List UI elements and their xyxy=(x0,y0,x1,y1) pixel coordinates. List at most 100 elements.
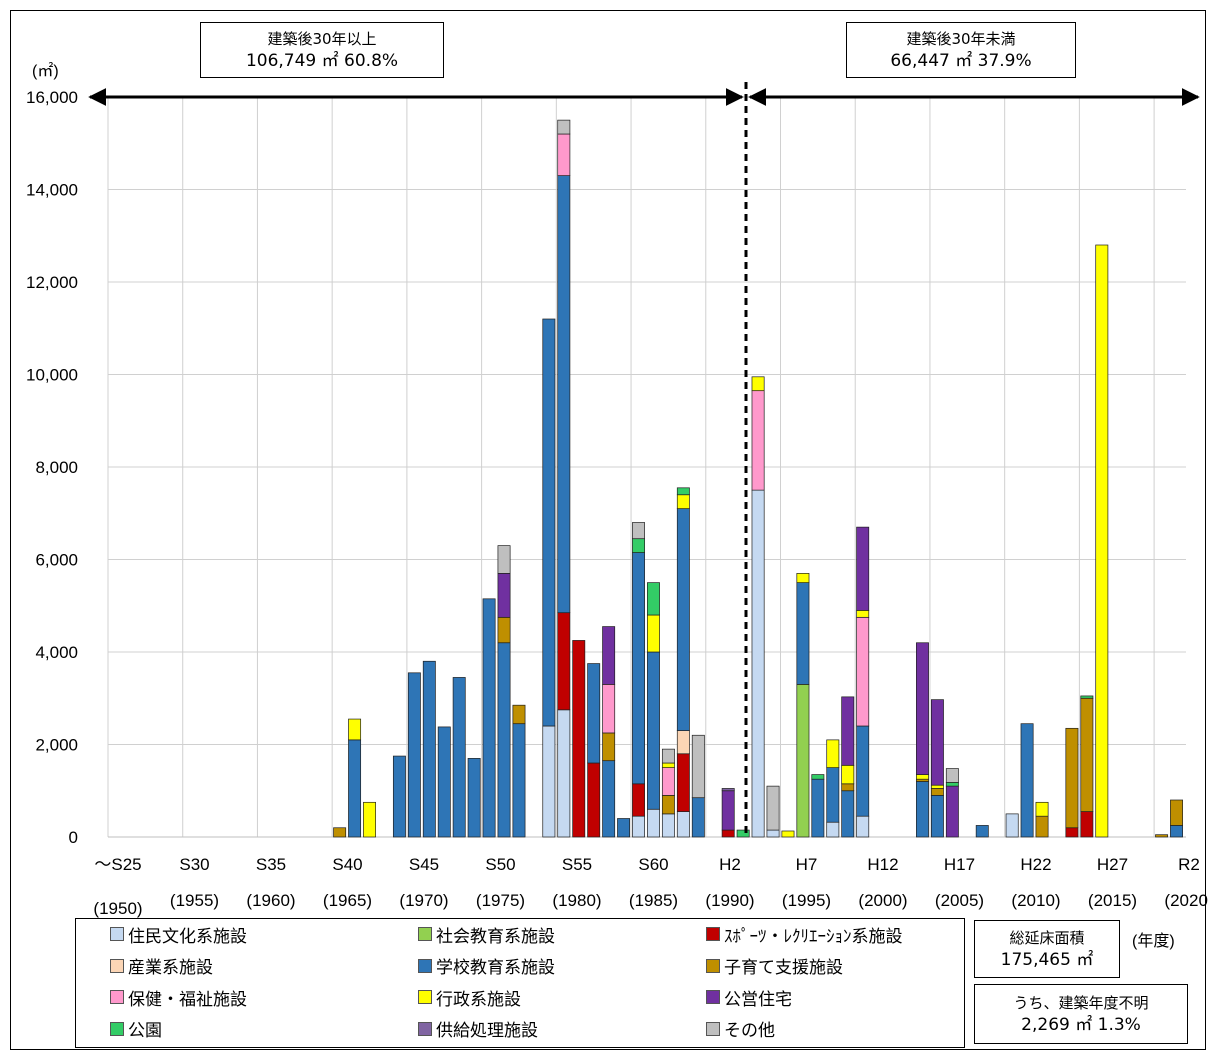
y-tick-label: 12,000 xyxy=(26,273,78,292)
bar-segment xyxy=(557,612,571,711)
bar-segment xyxy=(826,821,840,838)
x-tick-year: (2015) xyxy=(1088,891,1137,910)
period-arrows xyxy=(88,82,1200,837)
bar-segment xyxy=(647,651,660,810)
bar-segment xyxy=(333,827,347,838)
y-tick-label: 16,000 xyxy=(26,88,78,107)
bar-segment xyxy=(602,684,616,734)
bar-segment xyxy=(1080,811,1094,838)
x-tick-year: (1955) xyxy=(170,891,219,910)
bar-segment xyxy=(647,614,660,653)
bar-segment xyxy=(841,783,855,792)
bar-segment xyxy=(676,487,690,496)
bar-segment xyxy=(945,782,959,787)
bar-segment xyxy=(407,672,421,838)
bar-segment xyxy=(676,753,690,812)
bar-segment xyxy=(796,582,810,685)
x-tick-era: H12 xyxy=(867,855,898,874)
bars xyxy=(333,119,1183,838)
bar-segment xyxy=(602,626,616,685)
legend-swatch xyxy=(706,990,720,1004)
bar-segment xyxy=(661,795,675,815)
legend-item: 保健・福祉施設 xyxy=(110,985,247,1010)
legend-label: 保健・福祉施設 xyxy=(128,989,247,1010)
legend-label: 行政系施設 xyxy=(436,989,521,1010)
x-tick-year: (1990) xyxy=(705,891,754,910)
bar-segment xyxy=(676,508,690,731)
bar-segment xyxy=(661,767,675,796)
legend-label: 公園 xyxy=(128,1021,162,1041)
y-tick-label: 0 xyxy=(69,828,78,847)
legend-swatch xyxy=(706,1021,720,1036)
legend-item: ｽﾎﾟｰﾂ・ﾚｸﾘｴｰｼｮﾝ系施設 xyxy=(706,922,903,947)
bar-segment xyxy=(945,785,959,838)
bar-segment xyxy=(945,768,959,783)
bar-segment xyxy=(632,815,645,838)
legend-item: 行政系施設 xyxy=(418,985,521,1010)
bar-segment xyxy=(916,774,929,780)
x-tick-era: H2 xyxy=(719,855,741,874)
x-tick-year: (1980) xyxy=(552,891,601,910)
legend-swatch xyxy=(418,927,432,941)
legend-label: その他 xyxy=(724,1021,775,1041)
bar-segment xyxy=(647,582,660,616)
bar-segment xyxy=(422,660,436,838)
bar-segment xyxy=(1080,697,1094,812)
bar-segment xyxy=(557,709,571,838)
x-tick-year: (1995) xyxy=(782,891,831,910)
legend-label: 社会教育系施設 xyxy=(436,926,555,947)
legend-label: 供給処理施設 xyxy=(436,1021,538,1041)
bar-segment xyxy=(482,598,496,838)
x-tick-era: S45 xyxy=(409,855,439,874)
summary-total-value: 175,465 ㎡ xyxy=(1000,950,1094,970)
bar-segment xyxy=(572,640,586,838)
x-unit-label: (年度) xyxy=(1132,932,1175,950)
x-tick-era: H22 xyxy=(1020,855,1051,874)
legend-item: 供給処理施設 xyxy=(418,1017,538,1041)
bar-segment xyxy=(975,825,989,838)
x-axis-ticks: ～S25 (1950) S30 (1955) S35 (1960) S40 (1965) S45… xyxy=(93,855,1208,918)
bar-segment xyxy=(930,788,944,796)
legend-swatch xyxy=(110,990,124,1004)
bar-segment xyxy=(632,538,645,553)
summary-unknown-value: 2,269 ㎡ 1.3% xyxy=(1021,1015,1141,1035)
x-tick-year: (1970) xyxy=(399,891,448,910)
x-tick-era: S60 xyxy=(638,855,668,874)
bar-segment xyxy=(1170,825,1183,838)
legend-swatch xyxy=(418,958,432,973)
bar-segment xyxy=(916,642,929,775)
bar-segment xyxy=(856,725,870,817)
legend-swatch xyxy=(418,1021,432,1036)
bar-segment xyxy=(542,318,556,727)
bar-segment xyxy=(437,726,451,838)
bar-segment xyxy=(721,829,735,838)
x-tick-era: H27 xyxy=(1097,855,1128,874)
bar-segment xyxy=(661,813,675,838)
bar-segment xyxy=(691,797,705,838)
y-tick-label: 10,000 xyxy=(26,366,78,385)
legend-item: 子育て支援施設 xyxy=(706,954,843,978)
bar-segment xyxy=(691,734,705,799)
legend-swatch xyxy=(706,927,720,941)
bar-segment xyxy=(661,748,675,764)
legend-swatch xyxy=(110,927,124,941)
legend-item: 学校教育系施設 xyxy=(418,954,555,978)
bar-segment xyxy=(930,699,944,786)
bar-segment xyxy=(542,725,556,838)
annotation-under-30-title: 建築後30年未満 xyxy=(906,30,1016,48)
bar-segment xyxy=(751,489,765,838)
bar-segment xyxy=(497,545,511,574)
annotation-over-30-title: 建築後30年以上 xyxy=(267,30,377,48)
summary-unknown-box: うち、建築年度不明 2,269 ㎡ 1.3% xyxy=(974,984,1188,1044)
x-tick-era: S35 xyxy=(256,855,286,874)
legend-label: 公営住宅 xyxy=(724,989,792,1010)
bar-segment xyxy=(751,376,765,392)
bar-segment xyxy=(1065,727,1079,829)
x-tick-era: H17 xyxy=(944,855,975,874)
annotation-over-30-value: 106,749 ㎡ 60.8% xyxy=(245,51,399,71)
x-tick-year: (2010) xyxy=(1011,891,1060,910)
legend-swatch xyxy=(418,990,432,1004)
x-tick-era: ～S25 xyxy=(94,855,141,874)
legend-item: 公園 xyxy=(110,1017,162,1041)
